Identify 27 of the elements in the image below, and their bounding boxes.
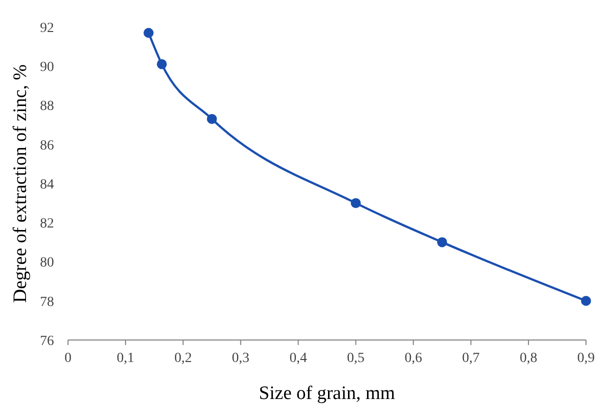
- x-tick-label: 0,4: [289, 351, 307, 366]
- y-tick-label: 90: [40, 60, 54, 76]
- x-tick-label: 0: [64, 351, 72, 366]
- y-axis-title: Degree of extraction of zinc, %: [10, 64, 31, 303]
- y-tick-label: 82: [40, 216, 54, 232]
- point: [206, 114, 217, 124]
- x-tick-label: 0,2: [174, 351, 192, 366]
- y-tick-label: 80: [40, 256, 54, 271]
- y-tick-label: 78: [40, 294, 54, 310]
- x-tick-label: 0,8: [520, 351, 538, 366]
- point: [581, 296, 591, 306]
- x-tick-label: 0,9: [577, 351, 595, 366]
- y-tick-label: 84: [40, 177, 54, 192]
- y-tick-label: 86: [40, 138, 54, 154]
- x-tick-label: 0,5: [347, 351, 365, 366]
- y-tick-label: 76: [40, 334, 54, 349]
- x-tick-label: 0,3: [232, 351, 250, 366]
- y-tick-label: 88: [40, 99, 54, 114]
- point: [156, 59, 167, 70]
- x-tick-label: 0,7: [462, 351, 480, 366]
- point: [144, 28, 154, 38]
- y-tick-label: 92: [40, 20, 54, 36]
- x-tick-label: 0,6: [404, 351, 422, 366]
- point: [437, 237, 448, 248]
- x-axis-title: Size of grain, mm: [258, 383, 396, 404]
- x-tick-label: 0,1: [116, 351, 134, 366]
- point: [350, 198, 361, 208]
